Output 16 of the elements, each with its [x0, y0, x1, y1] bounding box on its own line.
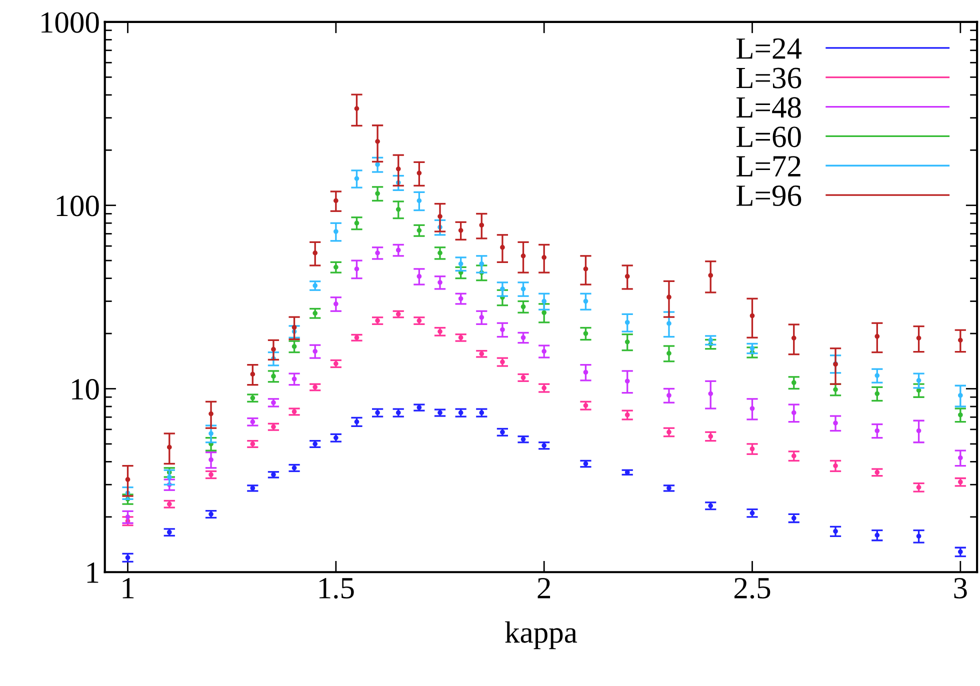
legend-label: L=24 [736, 38, 802, 59]
legend-label: L=60 [736, 126, 801, 148]
x-tick-label: 2 [538, 578, 550, 598]
x-tick-label: 1.5 [320, 578, 354, 599]
x-tick-label: 3 [954, 578, 967, 598]
legend-label: L=48 [736, 97, 801, 118]
legend-label: L=72 [736, 156, 800, 176]
y-tick-label: 1 [87, 562, 98, 583]
x-tick-label: 1 [122, 578, 134, 598]
x-axis-title: kappa [505, 621, 578, 650]
y-tick-label: 1000 [42, 12, 99, 33]
y-tick-label: 100 [56, 196, 99, 216]
legend-label: L=96 [736, 186, 802, 206]
legend-label: L=36 [736, 68, 802, 88]
x-tick-label: 2.5 [734, 578, 770, 599]
y-tick-label: 10 [72, 379, 99, 400]
